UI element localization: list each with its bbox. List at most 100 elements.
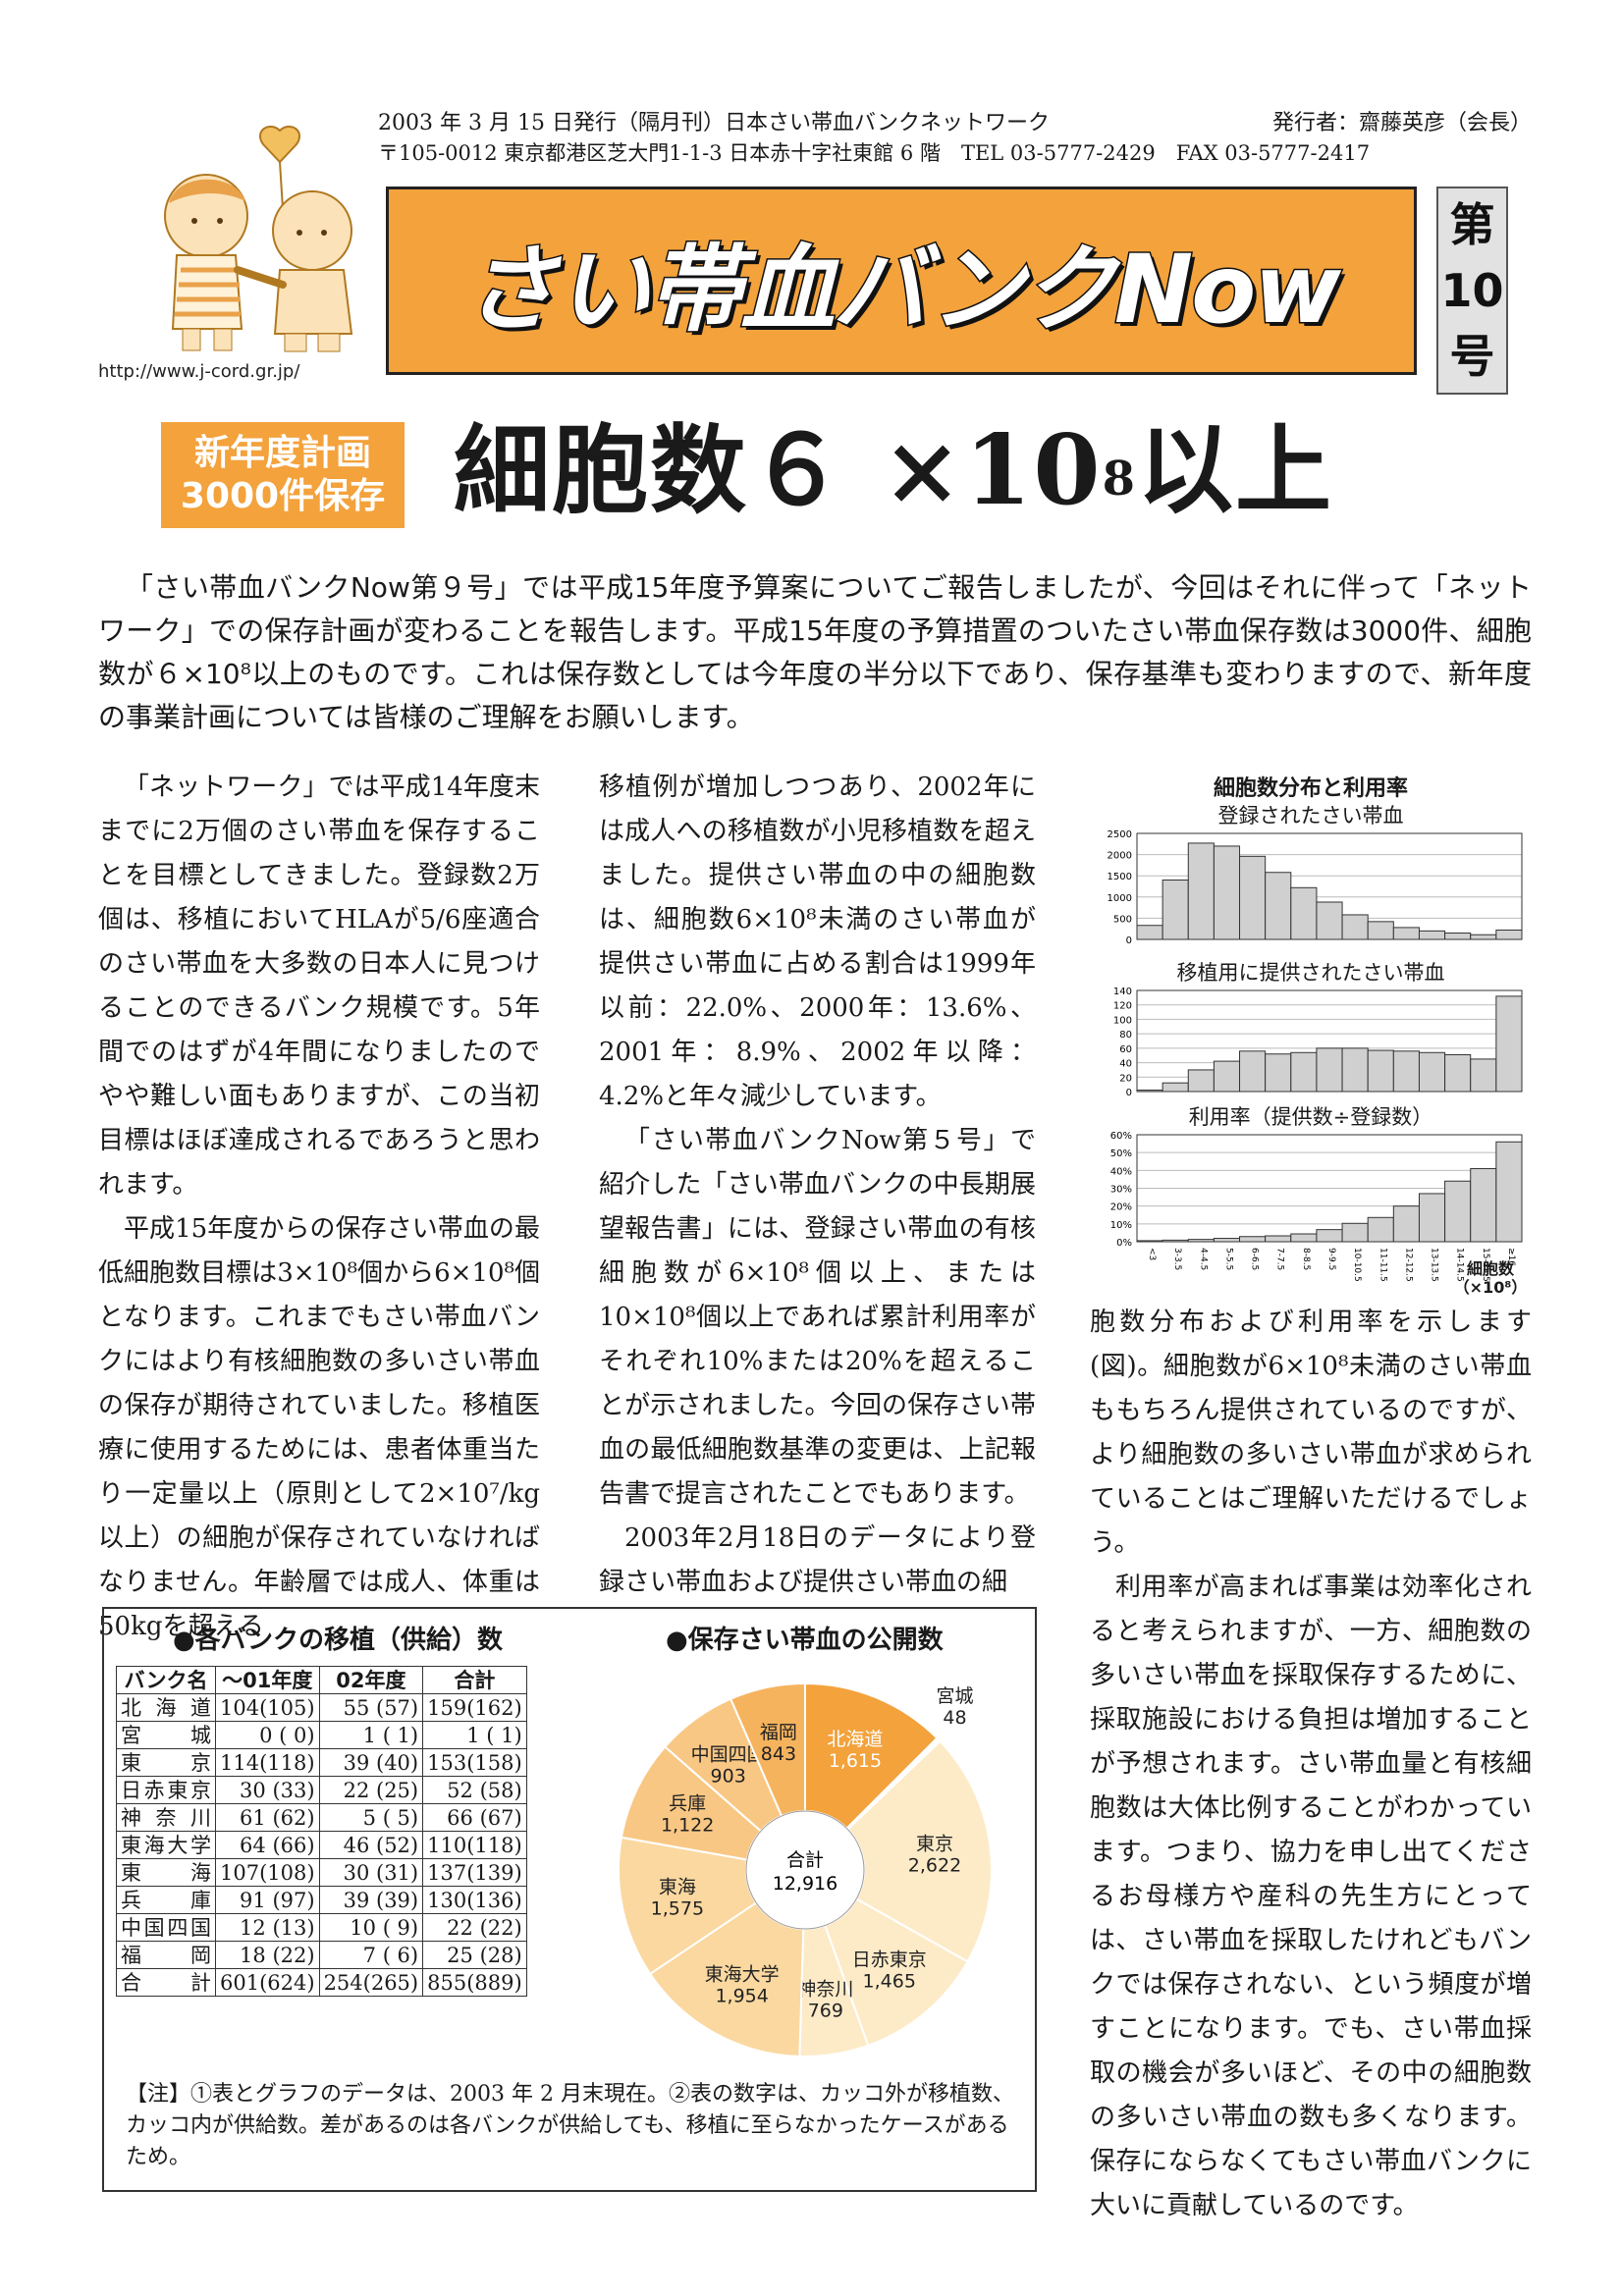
bar	[1470, 1058, 1497, 1093]
value-cell: 137(139)	[422, 1858, 527, 1887]
value-cell: 22 (22)	[422, 1913, 527, 1942]
bank-name-cell: 合計	[116, 1968, 216, 1997]
value-cell: 153(158)	[422, 1748, 527, 1777]
value-cell: 130(136)	[422, 1886, 527, 1914]
table-row: 宮城 0 ( 0) 1 ( 1) 1 ( 1)	[116, 1721, 527, 1749]
column-header: バンク名	[116, 1666, 216, 1694]
bank-name-cell: 東京	[116, 1748, 216, 1777]
address-line: 〒105-0012 東京都港区芝大門1-1-3 日本赤十字社東館 6 階 TEL…	[378, 141, 1371, 165]
value-cell: 7 ( 6)	[318, 1941, 424, 1969]
bar	[1392, 1205, 1420, 1243]
x-tick-label: 10-10.5	[1352, 1248, 1362, 1281]
pie-slice-label: 東海大学	[705, 1963, 780, 1985]
headline: 細胞数６ ×108以上	[454, 407, 1333, 535]
table-row: 中国四国 12 (13) 10 ( 9) 22 (22)	[116, 1913, 527, 1942]
y-tick-label: 500	[1113, 914, 1132, 925]
pie-slice-value: 1,465	[863, 1971, 916, 1993]
table-row: 兵庫 91 (97) 39 (39) 130(136)	[116, 1886, 527, 1914]
pie-slice-label: 東京	[916, 1834, 953, 1855]
bank-name-cell: 神奈川	[116, 1803, 216, 1832]
value-cell: 39 (40)	[318, 1748, 424, 1777]
x-tick-label: 4-4.5	[1198, 1248, 1208, 1270]
x-axis-unit: 細胞数（×10⁸）	[1453, 1259, 1528, 1297]
value-cell: 10 ( 9)	[318, 1913, 424, 1942]
badge-line-2: 3000件保存	[180, 476, 386, 516]
article-column-1: 「ネットワーク」では平成14年度末までに2万個のさい帯血を保存することを目標とし…	[98, 766, 540, 1649]
issue-number: 10	[1440, 263, 1504, 317]
bar	[1290, 1233, 1318, 1243]
chart-2-title: 移植用に提供されたさい帯血	[1176, 961, 1445, 985]
bar	[1495, 995, 1523, 1093]
bar	[1444, 1053, 1472, 1093]
x-tick-label: 14-14.5	[1455, 1248, 1465, 1281]
x-tick-label: 12-12.5	[1403, 1248, 1413, 1281]
pie-slice-value: 903	[711, 1766, 746, 1788]
bar	[1367, 1049, 1394, 1093]
y-tick-label: 80	[1119, 1030, 1132, 1041]
table-note: 【注】①表とグラフのデータは、2003 年 2 月末現在。②表の数字は、カッコ外…	[126, 2082, 1014, 2169]
pie-slice-value: 769	[808, 2000, 843, 2021]
paragraph: 「さい帯血バンクNow第５号」で紹介した「さい帯血バンクの中長期展望報告書」には…	[599, 1126, 1036, 1509]
chart-3-title: 利用率（提供数÷登録数）	[1188, 1105, 1433, 1129]
x-tick-label: <3	[1147, 1248, 1157, 1260]
x-tick-label: 11-11.5	[1378, 1248, 1387, 1281]
value-cell: 18 (22)	[215, 1941, 320, 1969]
bar	[1213, 1238, 1241, 1243]
website-url[interactable]: http://www.j-cord.gr.jp/	[98, 361, 300, 382]
value-cell: 39 (39)	[318, 1886, 424, 1914]
x-tick-label: 5-5.5	[1223, 1248, 1233, 1270]
bar	[1187, 1069, 1215, 1093]
bank-name-cell: 東海	[116, 1858, 216, 1887]
x-tick-label: 9-9.5	[1326, 1248, 1336, 1270]
bank-name-cell: 中国四国	[116, 1913, 216, 1942]
masthead-title: さい帯血バンクNow	[462, 233, 1343, 346]
chart-provided: 0 20 40 60 80 100 120 140	[1113, 987, 1523, 1097]
value-cell: 1 ( 1)	[318, 1721, 424, 1749]
y-tick-label: 60	[1119, 1044, 1132, 1055]
value-cell: 52 (58)	[422, 1776, 527, 1804]
y-tick-label: 30%	[1110, 1185, 1132, 1196]
bar	[1316, 901, 1343, 940]
bar	[1265, 1053, 1292, 1093]
bar	[1444, 1180, 1472, 1243]
pie-slice-label: 東海	[659, 1876, 696, 1897]
y-tick-label: 40%	[1110, 1166, 1132, 1177]
pie-center	[745, 1810, 865, 1930]
bar	[1341, 1047, 1369, 1093]
value-cell: 5 ( 5)	[318, 1803, 424, 1832]
pie-slice-value: 1,122	[661, 1814, 714, 1836]
y-tick-label: 1500	[1108, 872, 1132, 882]
pie-slice-label: 北海道	[827, 1729, 883, 1750]
bar	[1213, 1060, 1241, 1093]
pie-slice-value: 1,575	[651, 1897, 704, 1919]
value-cell: 601(624)	[215, 1968, 320, 1997]
headline-exponent: 8	[1102, 452, 1138, 507]
column-header: 02年度	[318, 1666, 424, 1694]
bank-name-cell: 北海道	[116, 1693, 216, 1722]
bar	[1265, 1235, 1292, 1243]
bar	[1290, 1051, 1318, 1093]
lead-paragraph: 「さい帯血バンクNow第９号」では平成15年度予算案についてご報告しましたが、今…	[98, 571, 1532, 733]
pie-slice-label: 中国四国	[691, 1744, 766, 1766]
bar	[1239, 855, 1267, 940]
table-row: 東海大学 64 (66) 46 (52) 110(118)	[116, 1831, 527, 1859]
x-tick-label: 15-15.5	[1481, 1248, 1490, 1281]
bar	[1470, 1168, 1497, 1243]
value-cell: 30 (31)	[318, 1858, 424, 1887]
paragraph: 平成15年度からの保存さい帯血の最低細胞数目標は3×10⁸個から6×10⁸個とな…	[98, 1214, 540, 1641]
y-tick-label: 40	[1119, 1059, 1132, 1070]
article-column-3: 胞数分布および利用率を示します(図)。細胞数が6×10⁸未満のさい帯血ももちろん…	[1090, 1301, 1532, 2228]
y-tick-label: 0%	[1116, 1238, 1132, 1249]
bar	[1418, 1051, 1446, 1093]
chart-registered: 0 500 1000 1500 2000 2500	[1108, 829, 1523, 945]
value-cell: 12 (13)	[215, 1913, 320, 1942]
column-header: 合計	[422, 1666, 527, 1694]
figure-title: 細胞数分布と利用率	[1213, 776, 1408, 801]
value-cell: 159(162)	[422, 1693, 527, 1722]
value-cell: 91 (97)	[215, 1886, 320, 1914]
table-row: 東京 114(118) 39 (40) 153(158)	[116, 1748, 527, 1777]
article-column-2: 移植例が増加しつつあり、2002年には成人への移植数が小児移植数を超えました。提…	[599, 766, 1036, 1605]
value-cell: 107(108)	[215, 1858, 320, 1887]
table-row: 北海道 104(105) 55 (57) 159(162)	[116, 1693, 527, 1722]
bar	[1341, 1222, 1369, 1243]
